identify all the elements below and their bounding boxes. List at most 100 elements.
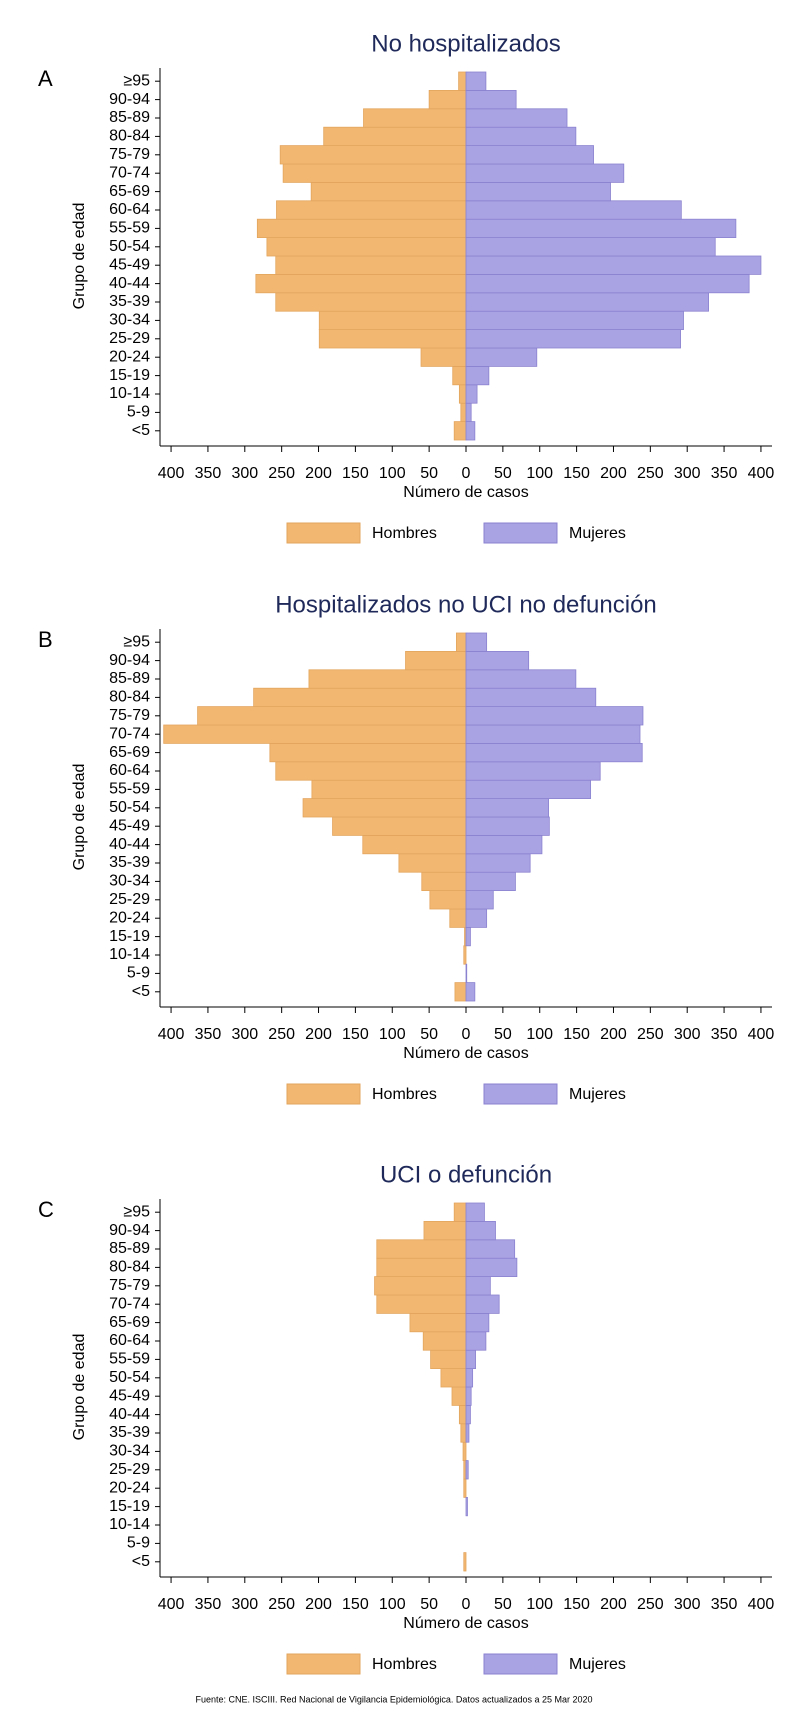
y-tick-label: 55-59: [109, 1351, 150, 1368]
x-tick-label: 50: [420, 1026, 438, 1043]
x-tick-label: 150: [342, 465, 369, 482]
bar: [458, 1405, 467, 1425]
x-tick-label: 200: [305, 1596, 332, 1613]
bar: [465, 1349, 476, 1369]
x-tick-label: 350: [711, 465, 738, 482]
legend-swatch: [483, 1083, 558, 1105]
x-tick-label: 50: [494, 465, 512, 482]
y-tick-label: 35-39: [109, 854, 150, 871]
bar: [453, 421, 467, 441]
bar: [465, 126, 577, 146]
x-tick-label: 50: [420, 1596, 438, 1613]
y-tick-label: <5: [132, 422, 150, 439]
y-tick-label: 65-69: [109, 744, 150, 761]
bar: [465, 255, 762, 275]
y-tick-label: 75-79: [109, 707, 150, 724]
y-tick-label: 15-19: [109, 1498, 150, 1515]
x-tick-label: 300: [231, 1596, 258, 1613]
bar: [451, 1386, 467, 1406]
bar: [163, 724, 467, 744]
bar: [398, 853, 467, 873]
y-tick-label: 15-19: [109, 367, 150, 384]
x-axis-label: Número de casos: [403, 1045, 528, 1062]
y-tick-label: 25-29: [109, 1461, 150, 1478]
x-tick-label: 350: [711, 1596, 738, 1613]
y-tick-label: 75-79: [109, 1277, 150, 1294]
x-tick-label: 250: [268, 465, 295, 482]
bar: [465, 1313, 490, 1333]
y-tick-label: 10-14: [109, 946, 150, 963]
y-tick-label: 50-54: [109, 799, 150, 816]
bar: [465, 237, 716, 257]
bar: [282, 163, 467, 183]
y-tick-label: 80-84: [109, 128, 150, 145]
bar: [449, 908, 467, 928]
x-tick-label: 400: [158, 1026, 185, 1043]
bar: [465, 1221, 496, 1241]
bar: [308, 669, 467, 689]
y-tick-label: <5: [132, 1553, 150, 1570]
y-tick-label: 70-74: [109, 164, 150, 181]
bar: [465, 402, 472, 423]
x-tick-label: 100: [526, 465, 553, 482]
bar: [465, 421, 476, 441]
y-tick-label: 40-44: [109, 275, 150, 292]
x-tick-label: 100: [379, 1596, 406, 1613]
bar: [465, 108, 568, 128]
bar: [465, 1386, 472, 1406]
y-tick-label: 35-39: [109, 293, 150, 310]
x-tick-label: 100: [379, 465, 406, 482]
bar: [256, 218, 467, 238]
bar: [465, 1423, 470, 1443]
bar: [465, 669, 577, 689]
bar: [465, 761, 601, 781]
x-axis-label: Número de casos: [403, 1615, 528, 1632]
legend-label: Hombres: [372, 525, 437, 542]
bar: [376, 1257, 467, 1277]
x-tick-label: 150: [342, 1596, 369, 1613]
y-tick-label: 5-9: [127, 404, 150, 421]
bar: [463, 1552, 467, 1572]
y-tick-label: ≥95: [123, 633, 150, 650]
x-tick-label: 250: [637, 465, 664, 482]
bar: [463, 945, 467, 965]
bar: [456, 632, 467, 652]
bar: [374, 1276, 467, 1296]
bar: [405, 651, 467, 671]
bar: [420, 347, 467, 367]
bar: [465, 1239, 516, 1259]
panel-label: A: [38, 66, 53, 91]
x-tick-label: 200: [305, 465, 332, 482]
bar: [430, 1349, 467, 1369]
bar: [363, 108, 467, 128]
y-tick-label: 60-64: [109, 201, 150, 218]
x-tick-label: 0: [462, 465, 471, 482]
bar: [465, 706, 644, 726]
y-tick-label: 25-29: [109, 891, 150, 908]
x-tick-label: 100: [379, 1026, 406, 1043]
y-tick-label: 40-44: [109, 836, 150, 853]
y-axis-label: Grupo de edad: [71, 764, 88, 871]
x-tick-label: 350: [195, 1026, 222, 1043]
bar: [465, 835, 543, 855]
y-tick-label: 45-49: [109, 1387, 150, 1404]
legend-swatch: [483, 522, 558, 544]
bar: [465, 816, 550, 836]
x-tick-label: 200: [305, 1026, 332, 1043]
bar: [302, 798, 467, 818]
bar: [452, 365, 467, 386]
bar: [465, 1202, 485, 1222]
y-axis-label: Grupo de edad: [71, 203, 88, 310]
y-tick-label: 55-59: [109, 220, 150, 237]
x-tick-label: 300: [674, 465, 701, 482]
bar: [453, 1202, 467, 1222]
bar: [465, 145, 594, 165]
legend-label: Hombres: [372, 1086, 437, 1103]
bar: [465, 1294, 500, 1314]
bar: [465, 927, 471, 947]
x-tick-label: 50: [494, 1026, 512, 1043]
bar: [465, 200, 682, 220]
legend-label: Hombres: [372, 1656, 437, 1673]
panel-label: B: [38, 627, 53, 652]
